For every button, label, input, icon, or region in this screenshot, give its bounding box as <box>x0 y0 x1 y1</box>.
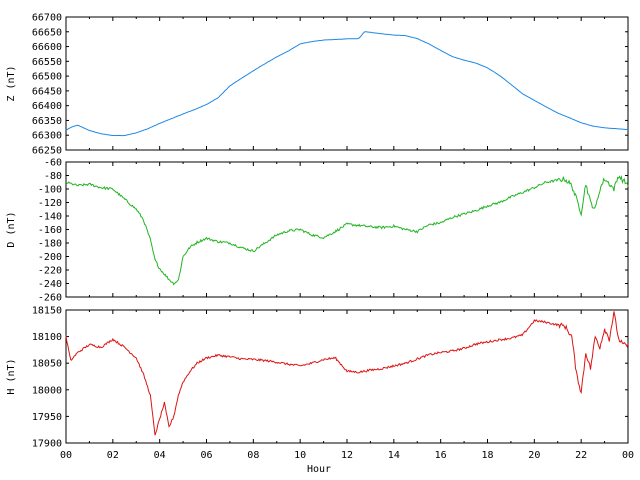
x-tick-label: 12 <box>341 450 353 461</box>
y-tick-label: -140 <box>38 212 62 223</box>
y-tick-label: -120 <box>38 198 62 209</box>
series-line-3-1 <box>65 311 629 436</box>
y-tick-label: 17950 <box>32 412 62 423</box>
x-tick-label: 02 <box>107 450 119 461</box>
y-axis-label: Z (nT) <box>6 65 17 101</box>
panel-1: 66250 66300 66350 66400 66450 66500 66550 66600… <box>6 13 629 157</box>
y-tick-label: 66550 <box>32 57 62 68</box>
y-tick-label: 18100 <box>32 332 62 343</box>
y-tick-label: -200 <box>38 252 62 263</box>
y-tick-label: 66300 <box>32 131 62 142</box>
panel-3: 17900 17950 18000 18050 18100 18150 H (nT) 00 02… <box>6 306 634 462</box>
x-tick-label: 16 <box>435 450 447 461</box>
x-tick-label: 20 <box>528 450 540 461</box>
y-tick-label: 66400 <box>32 101 62 112</box>
x-tick-label: 22 <box>575 450 587 461</box>
x-tick-label: 04 <box>154 450 166 461</box>
x-tick-label: 14 <box>388 450 400 461</box>
y-tick-label: 18050 <box>32 359 62 370</box>
y-tick-label: 66700 <box>32 13 62 24</box>
y-tick-label: 66250 <box>32 146 62 157</box>
x-tick-label: 08 <box>247 450 259 461</box>
y-tick-label: 18000 <box>32 385 62 396</box>
y-tick-label: -80 <box>44 171 62 182</box>
y-tick-label: 66500 <box>32 72 62 83</box>
y-tick-label: 66600 <box>32 42 62 53</box>
x-tick-label: 06 <box>200 450 212 461</box>
x-tick-label: 18 <box>481 450 493 461</box>
y-tick-label: -60 <box>44 158 62 169</box>
y-tick-label: 18150 <box>32 306 62 317</box>
y-axis-label: D (nT) <box>6 211 17 247</box>
x-tick-label: 00 <box>60 450 72 461</box>
y-axis-label: H (nT) <box>6 358 17 394</box>
y-tick-label: -240 <box>38 279 62 290</box>
y-tick-label: 17900 <box>32 439 62 450</box>
series-line-2-1 <box>65 175 629 286</box>
y-tick-label: -160 <box>38 225 62 236</box>
series-line-1-1 <box>65 31 628 137</box>
y-tick-label: 66650 <box>32 27 62 38</box>
y-tick-label: 66450 <box>32 86 62 97</box>
x-tick-label: 10 <box>294 450 306 461</box>
panel-2: -260 -240 -220 -200 -180 -160 -140 -120 -100 -80 -… <box>6 158 629 304</box>
y-tick-label: 66350 <box>32 116 62 127</box>
y-tick-label: -100 <box>38 185 62 196</box>
x-tick-label: 00 <box>622 450 634 461</box>
y-tick-label: -220 <box>38 266 62 277</box>
y-tick-label: -180 <box>38 239 62 250</box>
y-tick-label: -260 <box>38 293 62 304</box>
x-axis-label: Hour <box>307 464 331 475</box>
